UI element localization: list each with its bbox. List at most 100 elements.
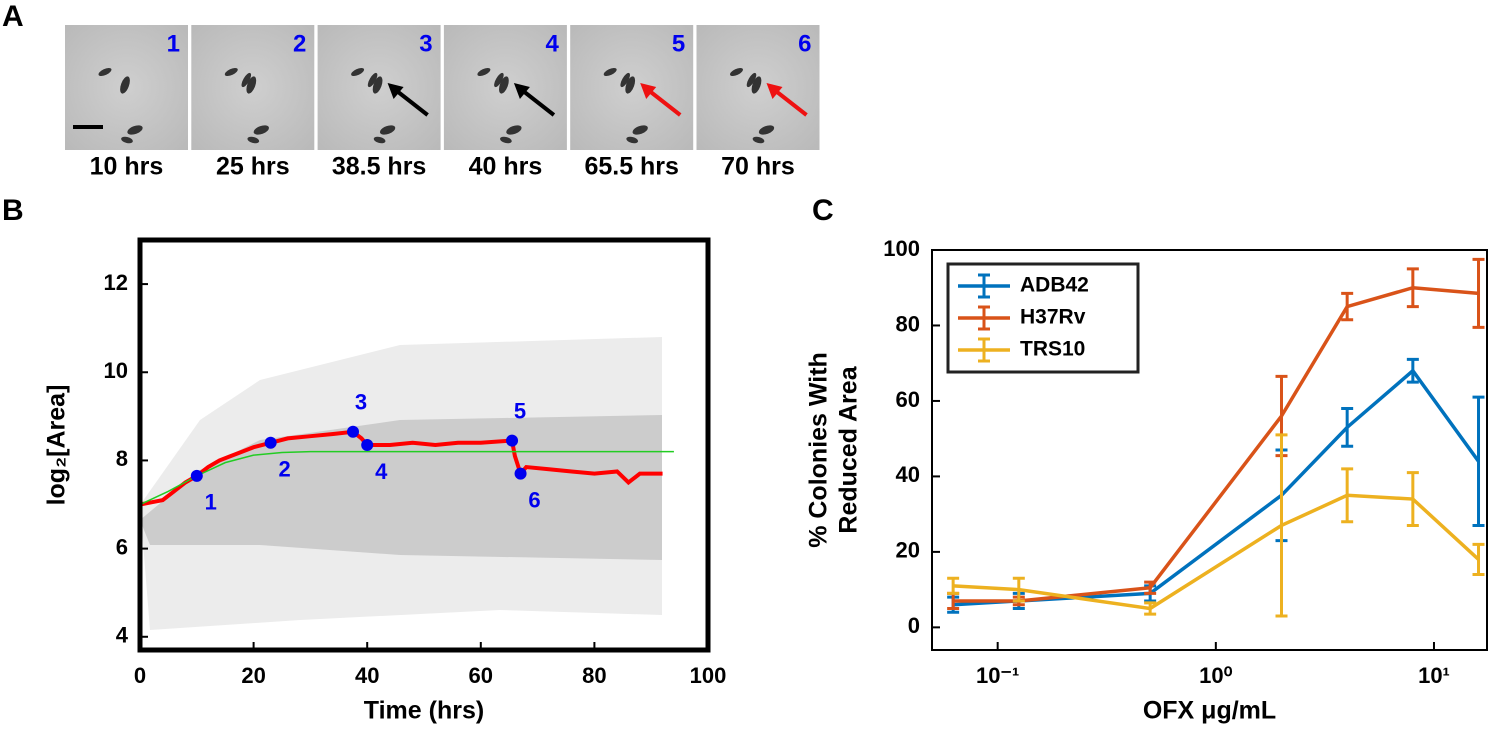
frame-number: 4 bbox=[546, 30, 560, 57]
legend-label: TRS10 bbox=[1020, 338, 1085, 361]
arrow bbox=[520, 88, 556, 117]
error-bar bbox=[1341, 291, 1354, 322]
error-bar bbox=[1406, 471, 1419, 527]
cell bbox=[351, 67, 365, 77]
cell bbox=[603, 67, 617, 77]
cell bbox=[379, 125, 396, 135]
y-tick-label: 100 bbox=[883, 236, 920, 261]
error-bar bbox=[1406, 267, 1419, 309]
x-tick-label: 0 bbox=[134, 663, 146, 688]
axes-box bbox=[931, 249, 1488, 651]
error-bar bbox=[1472, 542, 1485, 577]
cell bbox=[372, 76, 383, 94]
cell bbox=[246, 76, 257, 94]
error-bar bbox=[1472, 257, 1485, 329]
cell bbox=[224, 67, 238, 77]
y-tick-label: 0 bbox=[908, 613, 920, 638]
cell bbox=[758, 125, 775, 135]
arrow-head bbox=[513, 83, 530, 99]
x-tick-label: 10¹ bbox=[1418, 663, 1450, 688]
y-tick-label: 10 bbox=[104, 358, 128, 383]
timepoint-marker bbox=[514, 467, 527, 480]
cell bbox=[241, 72, 252, 88]
timepoint-label: 5 bbox=[514, 398, 526, 423]
cell bbox=[499, 76, 509, 94]
timepoint-marker bbox=[264, 436, 277, 449]
legend-errorbar bbox=[978, 273, 990, 299]
error-bar bbox=[1472, 395, 1485, 527]
cell bbox=[625, 76, 636, 94]
frame-number: 2 bbox=[293, 30, 306, 57]
frame-time: 10 hrs bbox=[90, 153, 164, 181]
x-tick-label: 20 bbox=[241, 663, 265, 688]
legend-errorbar bbox=[978, 305, 990, 331]
frame-time: 70 hrs bbox=[721, 153, 795, 181]
timepoint-label: 1 bbox=[205, 490, 217, 515]
frame-time: 65.5 hrs bbox=[584, 153, 679, 181]
error-bar bbox=[1144, 601, 1157, 616]
panel-label: A bbox=[2, 0, 24, 33]
cell bbox=[98, 67, 112, 77]
y-tick-label: 8 bbox=[116, 446, 128, 471]
timepoint-marker bbox=[506, 434, 519, 447]
trace bbox=[139, 450, 674, 506]
arrow-head bbox=[766, 83, 783, 99]
cell bbox=[477, 67, 491, 77]
x-tick-label: 10⁻¹ bbox=[976, 663, 1019, 688]
timepoint-label: 6 bbox=[528, 487, 540, 512]
cell bbox=[373, 136, 386, 144]
error-bar bbox=[1406, 357, 1419, 384]
frame-time: 25 hrs bbox=[216, 153, 290, 181]
legend-errorbar bbox=[978, 337, 990, 363]
timepoint-marker bbox=[361, 439, 374, 451]
arrow-head bbox=[387, 83, 404, 99]
cell bbox=[120, 76, 130, 94]
error-bar bbox=[1341, 406, 1354, 448]
frame-number: 6 bbox=[798, 30, 811, 57]
cell bbox=[751, 76, 762, 94]
axes-box bbox=[137, 237, 711, 653]
y-tick-label: 12 bbox=[104, 270, 128, 295]
x-axis-label: Time (hrs) bbox=[364, 697, 484, 725]
cell bbox=[367, 72, 378, 88]
cell bbox=[752, 136, 765, 144]
error-bar bbox=[947, 576, 960, 595]
frame-number: 5 bbox=[672, 30, 685, 57]
timepoint-label: 3 bbox=[355, 390, 367, 415]
scale-bar bbox=[73, 125, 103, 129]
error-bar bbox=[1275, 433, 1288, 618]
y-tick-label: 40 bbox=[896, 462, 920, 487]
error-bar bbox=[1341, 467, 1354, 524]
cell bbox=[500, 136, 512, 144]
arrow-head bbox=[640, 83, 657, 99]
x-axis-label: OFX μg/mL bbox=[1143, 697, 1276, 725]
cell bbox=[127, 125, 143, 135]
error-bar bbox=[1012, 576, 1025, 603]
y-axis-label: Reduced Area bbox=[835, 365, 863, 533]
error-bar bbox=[1144, 580, 1157, 595]
cell bbox=[494, 72, 504, 88]
x-tick-label: 40 bbox=[355, 663, 379, 688]
x-tick-label: 10⁰ bbox=[1199, 663, 1232, 688]
y-tick-label: 60 bbox=[896, 387, 920, 412]
cell bbox=[247, 136, 260, 144]
cell bbox=[626, 136, 639, 144]
frame-time: 40 hrs bbox=[469, 153, 543, 181]
timepoint-label: 2 bbox=[279, 457, 291, 482]
y-axis-label: % Colonies With bbox=[805, 352, 833, 548]
x-tick-label: 100 bbox=[690, 663, 727, 688]
cell bbox=[730, 67, 743, 77]
x-tick-label: 80 bbox=[582, 663, 606, 688]
timepoint-marker bbox=[190, 469, 203, 482]
cell bbox=[632, 125, 648, 135]
x-tick-label: 60 bbox=[469, 663, 493, 688]
y-axis-label: log₂[Area] bbox=[43, 385, 71, 506]
frame-number: 3 bbox=[419, 30, 432, 57]
cell bbox=[506, 125, 522, 135]
arrow bbox=[646, 88, 682, 117]
cell bbox=[620, 72, 630, 88]
panel-label: B bbox=[2, 194, 24, 227]
y-tick-label: 4 bbox=[116, 623, 129, 648]
series-line bbox=[953, 493, 1480, 611]
